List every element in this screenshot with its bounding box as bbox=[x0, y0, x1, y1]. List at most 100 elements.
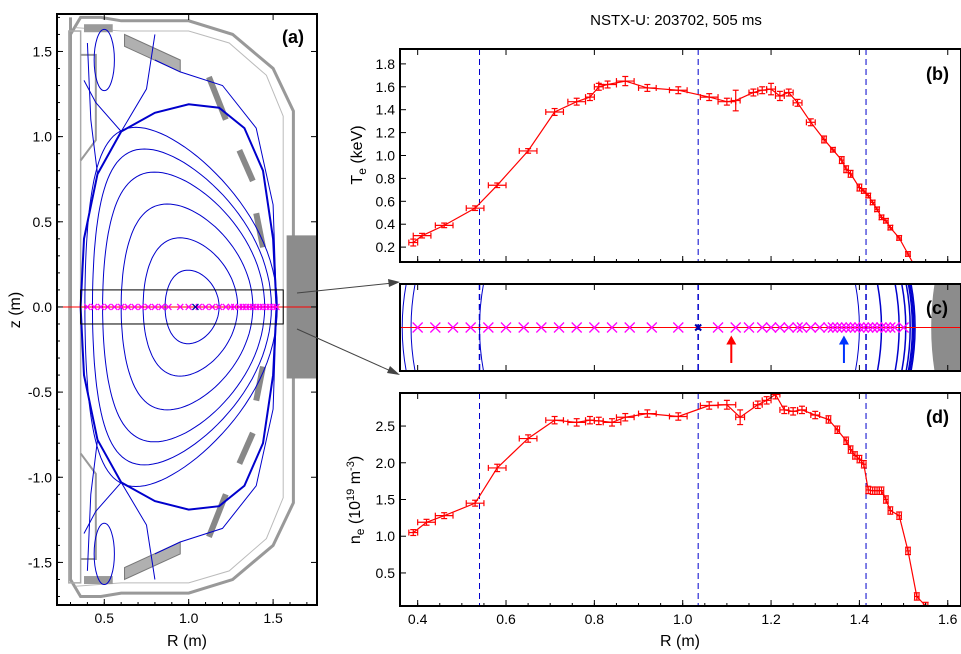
x-tick-label: 0.5 bbox=[95, 610, 115, 626]
data-point bbox=[887, 507, 893, 514]
panel-b: 0.2 0.4 0.6 0.8 1.0 1.2 1.4 1.6 1.8 (b) Te (keV) bbox=[349, 49, 961, 273]
data-point bbox=[594, 417, 603, 424]
y-tick-label: 0.5 bbox=[376, 565, 396, 581]
panel-a-xlabel: R (m) bbox=[167, 633, 207, 650]
data-point bbox=[839, 157, 845, 164]
data-point bbox=[718, 400, 736, 409]
passive-tile-1 bbox=[239, 150, 253, 181]
data-point bbox=[834, 426, 840, 433]
y-tick-label: 2.5 bbox=[376, 418, 396, 434]
y-tick-label: 1.0 bbox=[33, 129, 53, 145]
y-tick-label: 0.8 bbox=[376, 170, 396, 186]
figure-title: NSTX-U: 203702, 505 ms bbox=[590, 12, 762, 29]
y-tick-label: 0.6 bbox=[376, 193, 396, 209]
y-tick-label: -0.5 bbox=[28, 384, 52, 400]
data-point bbox=[758, 87, 767, 94]
divertor-loop-0 bbox=[94, 29, 114, 90]
data-point bbox=[639, 410, 657, 417]
data-point bbox=[896, 512, 902, 519]
panel-d-frame bbox=[400, 393, 961, 606]
data-point bbox=[731, 90, 740, 111]
data-point bbox=[905, 547, 911, 554]
panel-b-plot-area bbox=[409, 49, 920, 273]
x-tick-label: 1.2 bbox=[761, 611, 781, 627]
data-point bbox=[896, 235, 902, 241]
x-tick-label: 1.0 bbox=[179, 610, 199, 626]
y-tick-label: 0.5 bbox=[33, 214, 53, 230]
x-tick-label: 1.5 bbox=[263, 610, 283, 626]
y-tick-label: 1.5 bbox=[376, 492, 396, 508]
panel-b-label: (b) bbox=[926, 64, 949, 84]
data-point bbox=[780, 406, 789, 413]
panel-c-label: (c) bbox=[926, 298, 948, 318]
panel-d: 0.5 1.0 1.5 2.0 2.5 0.4 0.6 0.8 1.0 1.2 1.4 1.6 (d)… bbox=[345, 390, 961, 650]
data-point bbox=[825, 416, 831, 423]
panel-a-label: (a) bbox=[282, 27, 304, 47]
panel-d-ylabel: ne (1019 m-3) bbox=[345, 456, 367, 544]
data-point bbox=[488, 464, 506, 471]
data-point bbox=[736, 410, 745, 425]
panel-b-frame bbox=[400, 49, 961, 262]
x-tick-label: 1.6 bbox=[938, 611, 958, 627]
y-tick-label: 1.5 bbox=[33, 43, 53, 59]
data-point bbox=[874, 206, 880, 212]
panel-b-ticks: 0.2 0.4 0.6 0.8 1.0 1.2 1.4 1.6 1.8 bbox=[376, 49, 948, 262]
panel-d-label: (d) bbox=[926, 407, 949, 427]
data-point bbox=[883, 496, 889, 503]
upper-coil bbox=[84, 24, 113, 32]
data-point bbox=[488, 182, 506, 188]
x-tick-label: 1.0 bbox=[673, 611, 693, 627]
data-point bbox=[466, 205, 484, 211]
divertor-loop-1 bbox=[94, 523, 114, 584]
data-point bbox=[883, 218, 889, 224]
data-point bbox=[887, 225, 893, 231]
data-point bbox=[718, 98, 736, 105]
data-point bbox=[771, 390, 780, 399]
y-tick-label: 0.2 bbox=[376, 239, 396, 255]
data-point bbox=[586, 94, 595, 101]
data-point bbox=[806, 119, 815, 126]
data-point bbox=[865, 193, 871, 199]
y-tick-label: 1.0 bbox=[376, 148, 396, 164]
panel-d-ticks: 0.51.01.52.02.50.4 0.6 0.8 1.0 1.2 1.4 1.6 bbox=[376, 393, 958, 627]
data-point bbox=[811, 411, 820, 418]
y-tick-label: 1.2 bbox=[376, 125, 396, 141]
panel-a: 0.5 1.0 1.5 1.5 1.0 0.5 0.0 -0.5 -1.0 -1.5 (a) R … bbox=[7, 14, 317, 650]
data-point bbox=[870, 199, 876, 205]
y-tick-label: 1.6 bbox=[376, 79, 396, 95]
panel-a-plot-area bbox=[57, 17, 317, 596]
zoom-connector-top-arrowhead bbox=[388, 279, 400, 287]
y-tick-label: 2.0 bbox=[376, 455, 396, 471]
data-point bbox=[669, 87, 687, 94]
panel-d-plot-area bbox=[409, 390, 929, 610]
y-tick-label: -1.5 bbox=[28, 554, 52, 570]
profile-line bbox=[413, 395, 925, 607]
data-point bbox=[586, 417, 595, 424]
data-point bbox=[568, 419, 586, 426]
panel-b-ylabel: Te (keV) bbox=[349, 125, 369, 184]
data-point bbox=[830, 147, 836, 153]
y-tick-label: 1.8 bbox=[376, 56, 396, 72]
data-point bbox=[435, 222, 453, 228]
passive-tile-4 bbox=[239, 433, 253, 464]
data-point bbox=[914, 593, 920, 600]
data-point bbox=[546, 417, 564, 424]
x-tick-label: 0.8 bbox=[585, 611, 605, 627]
y-tick-label: 1.4 bbox=[376, 102, 396, 118]
data-point bbox=[914, 267, 920, 273]
y-tick-label: 0.4 bbox=[376, 216, 396, 232]
data-point bbox=[905, 251, 911, 257]
data-point bbox=[519, 435, 537, 442]
x-tick-label: 1.4 bbox=[850, 611, 870, 627]
data-point bbox=[861, 461, 867, 468]
panel-d-xlabel: R (m) bbox=[660, 633, 700, 650]
data-point bbox=[749, 89, 758, 96]
data-point bbox=[775, 91, 784, 100]
y-tick-label: 1.0 bbox=[376, 528, 396, 544]
data-point bbox=[519, 148, 537, 154]
panel-a-ylabel: z (m) bbox=[7, 292, 24, 328]
y-tick-label: -1.0 bbox=[28, 469, 52, 485]
y-tick-label: 0.0 bbox=[33, 299, 53, 315]
lower-coil bbox=[84, 576, 113, 584]
